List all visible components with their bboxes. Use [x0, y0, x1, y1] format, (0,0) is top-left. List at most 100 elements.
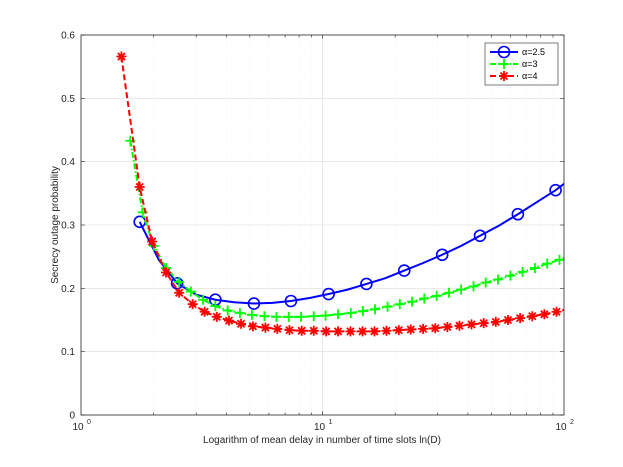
data-point	[554, 254, 564, 265]
data-point	[360, 277, 373, 291]
data-point	[527, 311, 538, 322]
data-point	[431, 290, 442, 301]
y-tick-label: 0.6	[61, 31, 75, 42]
data-point	[393, 325, 404, 336]
data-point	[357, 306, 368, 317]
data-point	[473, 229, 487, 243]
y-axis-label: Secrecy outage probability	[50, 166, 61, 284]
data-point	[369, 326, 380, 337]
data-point	[308, 311, 319, 322]
data-point	[246, 309, 257, 320]
data-point	[272, 323, 283, 334]
tick-marks	[81, 34, 564, 416]
data-point	[407, 296, 418, 307]
data-point	[210, 301, 221, 312]
data-point	[174, 287, 185, 298]
legend-marker	[499, 71, 509, 81]
data-point	[211, 311, 222, 322]
data-point	[259, 311, 270, 322]
data-point	[236, 318, 247, 329]
data-point	[430, 323, 441, 334]
data-point	[345, 308, 356, 319]
data-point	[381, 325, 392, 336]
data-point	[493, 274, 504, 285]
data-point	[370, 304, 381, 315]
x-tick-label-exponent: 0	[87, 419, 91, 426]
data-point	[539, 309, 550, 320]
data-point	[147, 236, 158, 247]
x-axis-label: Logarithm of mean delay in number of tim…	[203, 435, 441, 446]
data-point	[529, 263, 540, 274]
legend: α=2.5 α=3 α=4	[484, 42, 559, 86]
data-point	[435, 248, 449, 262]
data-point	[284, 325, 295, 336]
y-tick-label: 0.1	[61, 347, 75, 358]
y-tick-label: 0	[69, 411, 75, 422]
data-point	[296, 325, 307, 336]
data-point	[419, 293, 430, 304]
legend-label: α=3	[522, 59, 537, 69]
data-point	[442, 321, 453, 332]
data-point	[333, 326, 344, 337]
data-point	[418, 323, 429, 334]
data-point	[357, 326, 368, 337]
series-line	[138, 183, 564, 305]
legend-label: α=2.5	[522, 47, 545, 57]
series-2	[116, 51, 564, 337]
data-point	[134, 182, 145, 192]
data-point	[542, 258, 553, 269]
grid-lines	[81, 35, 564, 415]
data-point	[505, 270, 516, 281]
x-tick-label: 10	[72, 422, 84, 433]
data-point	[456, 284, 467, 295]
data-point	[382, 301, 393, 312]
data-point	[322, 287, 335, 301]
data-point	[185, 286, 196, 297]
y-tick-label: 0.4	[61, 157, 75, 168]
data-point	[247, 297, 261, 310]
data-point	[515, 313, 526, 324]
x-tick-label-exponent: 2	[570, 419, 574, 426]
data-point	[549, 183, 562, 197]
y-tick-labels: 0 0.1 0.2 0.3 0.4 0.5 0.6	[61, 31, 75, 422]
y-tick-label: 0.5	[61, 94, 75, 105]
data-point	[161, 267, 172, 278]
data-point	[478, 318, 489, 329]
data-point	[333, 309, 344, 320]
data-point	[283, 311, 294, 322]
y-tick-label: 0.3	[61, 221, 75, 232]
data-point	[320, 310, 331, 321]
data-point	[490, 316, 501, 327]
data-point	[405, 324, 416, 335]
legend-label: α=4	[522, 71, 537, 81]
data-point	[511, 207, 525, 221]
data-point	[187, 299, 198, 310]
legend-marker	[497, 45, 511, 59]
y-tick-label: 0.2	[61, 284, 75, 295]
x-tick-labels: 10 0 10 1 10 2	[72, 419, 574, 433]
data-point	[260, 322, 271, 333]
data-point	[247, 321, 258, 332]
x-tick-label-exponent: 1	[329, 419, 333, 426]
data-point	[170, 276, 184, 290]
data-point	[480, 277, 491, 288]
data-point	[397, 264, 411, 277]
data-point	[394, 299, 405, 310]
series-layer	[116, 51, 564, 337]
legend-marker	[499, 59, 509, 69]
data-point	[197, 294, 208, 305]
data-point	[517, 266, 528, 277]
data-point	[308, 325, 319, 336]
data-point	[199, 306, 210, 317]
data-point	[443, 287, 454, 298]
data-point	[223, 315, 234, 326]
data-point	[345, 326, 356, 337]
legend-box	[484, 42, 559, 86]
data-point	[321, 326, 332, 337]
data-point	[502, 315, 513, 325]
data-point	[466, 319, 477, 330]
data-point	[222, 305, 233, 316]
data-point	[116, 51, 127, 62]
x-tick-label: 10	[314, 422, 326, 433]
